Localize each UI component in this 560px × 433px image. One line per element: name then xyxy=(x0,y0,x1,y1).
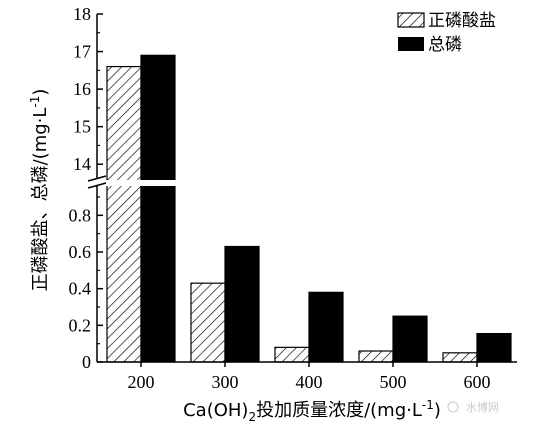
bar-total-phosphorus-600 xyxy=(476,332,512,363)
legend: 正磷酸盐 总磷 xyxy=(397,11,496,55)
y-ticks-lower: 0 0.2 0.4 0.6 0.8 xyxy=(69,196,103,372)
x-ticks: 200 300 400 500 600 xyxy=(128,362,491,392)
bar-total-phosphorus-400 xyxy=(308,291,344,363)
watermark-text: 水博网 xyxy=(466,401,499,414)
y-tick-label-16: 16 xyxy=(73,79,91,99)
watermark: 水博网 xyxy=(447,401,499,414)
y-tick-label-0.6: 0.6 xyxy=(69,242,92,262)
axis-break-marks xyxy=(87,175,107,189)
y-ticks-upper: 14 15 16 17 18 xyxy=(73,4,103,174)
x-tick-label-300: 300 xyxy=(212,372,239,392)
legend-swatch-solid xyxy=(398,37,424,51)
bar-orthophosphate-300 xyxy=(190,282,226,363)
y-tick-label-17: 17 xyxy=(73,42,91,62)
bar-total-phosphorus-300 xyxy=(224,245,260,363)
bar-total-phosphorus-200 xyxy=(140,54,176,363)
watermark-logo-icon xyxy=(447,401,459,413)
y-tick-label-0.4: 0.4 xyxy=(69,279,92,299)
y-tick-label-18: 18 xyxy=(73,4,91,24)
bars-group xyxy=(90,54,512,363)
y-tick-label-0.8: 0.8 xyxy=(69,205,92,225)
y-axis-title: 正磷酸盐、总磷/(mg·L-1) xyxy=(28,89,51,292)
x-tick-label-200: 200 xyxy=(128,372,155,392)
legend-label-total-phosphorus: 总磷 xyxy=(428,35,462,55)
legend-item-orthophosphate: 正磷酸盐 xyxy=(397,11,496,31)
axis-break-gap xyxy=(90,180,190,186)
legend-swatch-hatched xyxy=(397,12,425,28)
bar-orthophosphate-500 xyxy=(358,350,394,363)
y-tick-label-0.2: 0.2 xyxy=(69,315,92,335)
x-axis-title: Ca(OH)2投加质量浓度/(mg·L-1) xyxy=(183,398,441,424)
y-tick-label-15: 15 xyxy=(73,117,91,137)
x-tick-label-600: 600 xyxy=(464,372,491,392)
legend-label-orthophosphate: 正磷酸盐 xyxy=(428,11,496,31)
bar-orthophosphate-200 xyxy=(106,65,142,363)
y-tick-label-0: 0 xyxy=(82,352,91,372)
y-tick-label-14: 14 xyxy=(73,154,91,174)
bar-orthophosphate-400 xyxy=(274,346,310,363)
x-tick-label-400: 400 xyxy=(296,372,323,392)
axes xyxy=(87,14,517,363)
legend-item-total-phosphorus: 总磷 xyxy=(398,35,462,55)
bar-total-phosphorus-500 xyxy=(392,315,428,363)
bar-orthophosphate-600 xyxy=(442,352,478,363)
x-tick-label-500: 500 xyxy=(380,372,407,392)
